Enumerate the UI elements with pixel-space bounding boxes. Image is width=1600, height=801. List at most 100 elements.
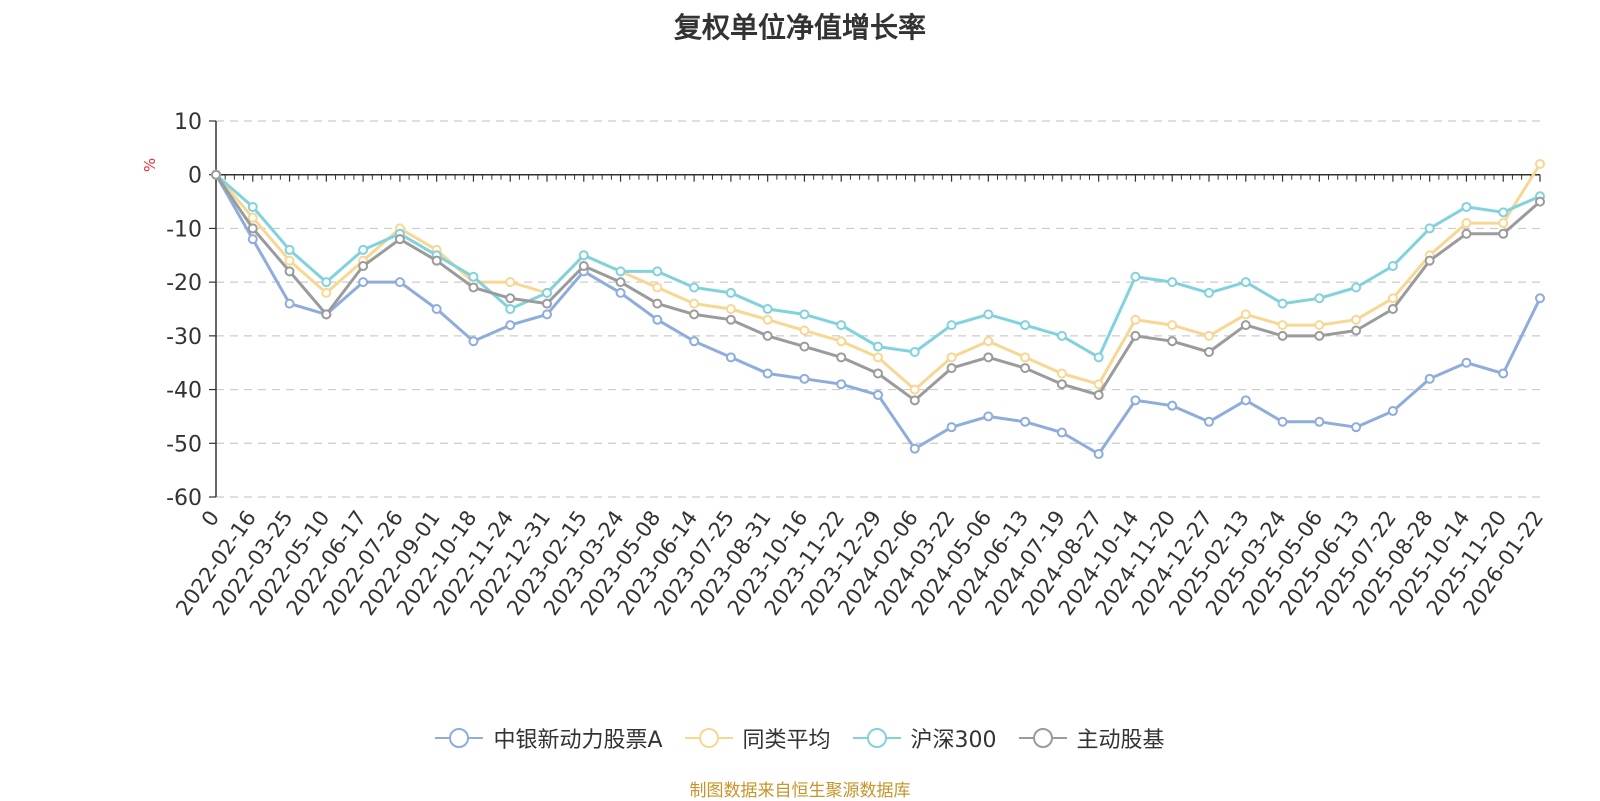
data-point[interactable] <box>1498 368 1509 379</box>
data-point[interactable] <box>1351 282 1362 293</box>
data-point[interactable] <box>1093 379 1104 390</box>
data-point[interactable] <box>505 320 516 331</box>
data-point[interactable] <box>1167 320 1178 331</box>
data-point[interactable] <box>615 287 626 298</box>
data-point[interactable] <box>983 336 994 347</box>
data-point[interactable] <box>1277 330 1288 341</box>
data-point[interactable] <box>1424 373 1435 384</box>
data-point[interactable] <box>1351 325 1362 336</box>
data-point[interactable] <box>542 298 552 309</box>
data-point[interactable] <box>284 298 295 309</box>
data-point[interactable] <box>983 309 994 320</box>
data-point[interactable] <box>505 293 516 304</box>
data-point[interactable] <box>1535 196 1545 207</box>
data-point[interactable] <box>689 336 700 347</box>
legend-item[interactable]: 沪深300 <box>852 722 997 754</box>
data-point[interactable] <box>1167 400 1178 411</box>
data-point[interactable] <box>247 201 258 212</box>
data-point[interactable] <box>652 282 663 293</box>
data-point[interactable] <box>1204 346 1214 357</box>
data-point[interactable] <box>873 352 883 363</box>
data-point[interactable] <box>1461 228 1472 239</box>
data-point[interactable] <box>1167 277 1178 288</box>
legend-item[interactable]: 主动股基 <box>1018 722 1165 754</box>
data-point[interactable] <box>505 277 516 288</box>
data-point[interactable] <box>468 282 479 293</box>
data-point[interactable] <box>247 212 258 223</box>
data-point[interactable] <box>762 304 773 314</box>
data-point[interactable] <box>431 255 442 266</box>
data-point[interactable] <box>1387 261 1398 272</box>
data-point[interactable] <box>284 266 295 277</box>
data-point[interactable] <box>1204 416 1214 427</box>
data-point[interactable] <box>1167 336 1178 347</box>
data-point[interactable] <box>1351 422 1362 433</box>
data-point[interactable] <box>1204 287 1214 298</box>
data-point[interactable] <box>247 234 258 245</box>
data-point[interactable] <box>909 346 920 357</box>
data-point[interactable] <box>1424 223 1435 234</box>
data-point[interactable] <box>1314 416 1325 427</box>
data-point[interactable] <box>1093 389 1104 400</box>
data-point[interactable] <box>1461 201 1472 212</box>
data-point[interactable] <box>284 244 295 255</box>
data-point[interactable] <box>1056 368 1067 379</box>
data-point[interactable] <box>1020 363 1031 374</box>
data-point[interactable] <box>578 261 589 272</box>
data-point[interactable] <box>1020 352 1031 363</box>
data-point[interactable] <box>542 309 552 320</box>
data-point[interactable] <box>1498 207 1509 218</box>
data-point[interactable] <box>1020 416 1031 427</box>
data-point[interactable] <box>946 352 957 363</box>
data-point[interactable] <box>1130 395 1141 406</box>
data-point[interactable] <box>652 266 663 277</box>
data-point[interactable] <box>762 314 773 325</box>
data-point[interactable] <box>542 287 552 298</box>
data-point[interactable] <box>725 314 736 325</box>
data-point[interactable] <box>836 379 847 390</box>
data-point[interactable] <box>358 277 369 288</box>
data-point[interactable] <box>1056 427 1067 438</box>
data-point[interactable] <box>211 169 221 180</box>
data-point[interactable] <box>725 304 736 314</box>
data-point[interactable] <box>836 352 847 363</box>
data-point[interactable] <box>321 277 332 288</box>
data-point[interactable] <box>321 309 332 320</box>
data-point[interactable] <box>578 250 589 261</box>
data-point[interactable] <box>946 363 957 374</box>
data-point[interactable] <box>1498 228 1509 239</box>
data-point[interactable] <box>909 395 920 406</box>
data-point[interactable] <box>1277 416 1288 427</box>
data-point[interactable] <box>615 266 626 277</box>
data-point[interactable] <box>1130 330 1141 341</box>
data-point[interactable] <box>321 287 332 298</box>
data-point[interactable] <box>1093 352 1104 363</box>
data-point[interactable] <box>1535 293 1545 304</box>
data-point[interactable] <box>1424 255 1435 266</box>
data-point[interactable] <box>1130 271 1141 282</box>
data-point[interactable] <box>1461 218 1472 229</box>
data-point[interactable] <box>1240 320 1251 331</box>
data-point[interactable] <box>799 341 810 352</box>
data-point[interactable] <box>615 277 626 288</box>
data-point[interactable] <box>394 277 405 288</box>
data-point[interactable] <box>247 223 258 234</box>
data-point[interactable] <box>1240 395 1251 406</box>
data-point[interactable] <box>1056 330 1067 341</box>
data-point[interactable] <box>1498 218 1509 229</box>
data-point[interactable] <box>1387 293 1398 304</box>
data-point[interactable] <box>689 309 700 320</box>
data-point[interactable] <box>1351 314 1362 325</box>
data-point[interactable] <box>431 304 442 314</box>
data-point[interactable] <box>1020 320 1031 331</box>
data-point[interactable] <box>1056 379 1067 390</box>
data-point[interactable] <box>689 298 700 309</box>
data-point[interactable] <box>652 298 663 309</box>
data-point[interactable] <box>1277 320 1288 331</box>
data-point[interactable] <box>909 384 920 395</box>
data-point[interactable] <box>762 330 773 341</box>
data-point[interactable] <box>1240 277 1251 288</box>
data-point[interactable] <box>799 309 810 320</box>
data-point[interactable] <box>725 352 736 363</box>
data-point[interactable] <box>1240 309 1251 320</box>
